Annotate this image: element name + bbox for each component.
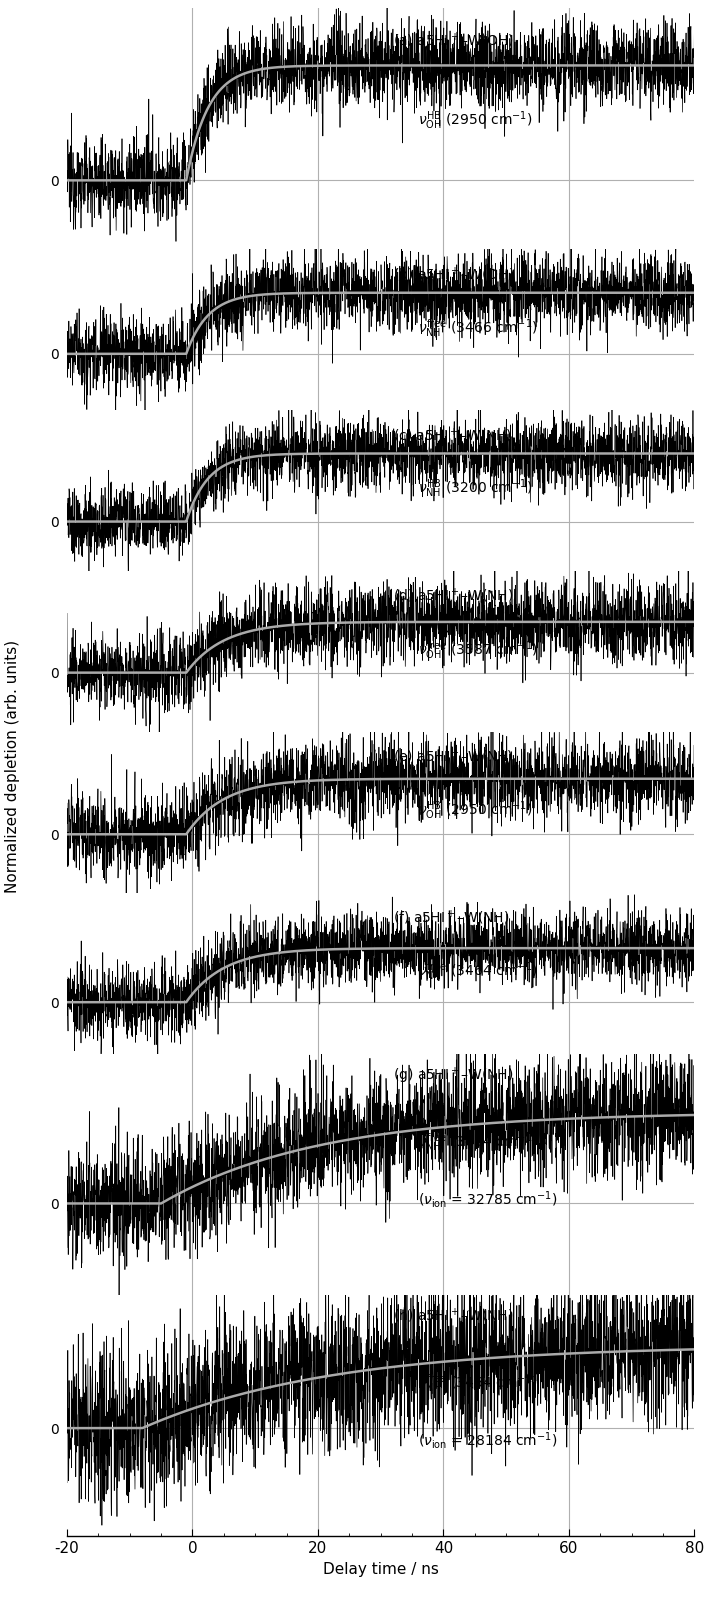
Text: $\nu^{\mathrm{free}}_{\mathrm{NH}}$ (3464 cm$^{-1}$): $\nu^{\mathrm{free}}_{\mathrm{NH}}$ (346… <box>418 1372 538 1394</box>
Text: $\nu^{\mathrm{HB}}_{\mathrm{OH}}$ (2950 cm$^{-1}$): $\nu^{\mathrm{HB}}_{\mathrm{OH}}$ (2950 … <box>418 800 533 822</box>
Text: Normalized depletion (arb. units): Normalized depletion (arb. units) <box>5 640 20 893</box>
Text: (g) a5HI$^+$–W(NH): (g) a5HI$^+$–W(NH) <box>393 1065 513 1086</box>
Text: $\nu^{\mathrm{free}}_{\mathrm{NH}}$ (3464 cm$^{-1}$): $\nu^{\mathrm{free}}_{\mathrm{NH}}$ (346… <box>418 1131 538 1153</box>
Text: (d) a5HI$^+$–W(NH): (d) a5HI$^+$–W(NH) <box>393 588 513 605</box>
Text: $\nu^{\mathrm{HB}}_{\mathrm{OH}}$ (2950 cm$^{-1}$): $\nu^{\mathrm{HB}}_{\mathrm{OH}}$ (2950 … <box>418 109 533 133</box>
Text: $\nu^{\mathrm{free}}_{\mathrm{OH}}$ (3587 cm$^{-1}$): $\nu^{\mathrm{free}}_{\mathrm{OH}}$ (358… <box>418 639 538 661</box>
Text: (f) a5HI$^+$–W(NH): (f) a5HI$^+$–W(NH) <box>393 909 510 928</box>
Text: (a) a5HI$^+$–W(OH): (a) a5HI$^+$–W(OH) <box>393 32 514 51</box>
Text: $\nu^{\mathrm{free}}_{\mathrm{NH}}$ (3466 cm$^{-1}$): $\nu^{\mathrm{free}}_{\mathrm{NH}}$ (346… <box>418 316 538 339</box>
X-axis label: Delay time / ns: Delay time / ns <box>323 1562 439 1576</box>
Text: (c) a5HI$^+$–W(NH): (c) a5HI$^+$–W(NH) <box>393 426 513 444</box>
Text: ($\nu_{\mathrm{ion}}$ = 28184 cm$^{-1}$): ($\nu_{\mathrm{ion}}$ = 28184 cm$^{-1}$) <box>418 1431 558 1452</box>
Text: (b) a5HI$^+$–W(OH): (b) a5HI$^+$–W(OH) <box>393 265 515 284</box>
Text: $\nu^{\mathrm{free}}_{\mathrm{NH}}$ (3464 cm$^{-1}$): $\nu^{\mathrm{free}}_{\mathrm{NH}}$ (346… <box>418 960 538 982</box>
Text: $\nu^{\mathrm{HB}}_{\mathrm{NH}}$ (3200 cm$^{-1}$): $\nu^{\mathrm{HB}}_{\mathrm{NH}}$ (3200 … <box>418 478 533 500</box>
Text: (h) a5HI$^+$–W(NH): (h) a5HI$^+$–W(NH) <box>393 1306 513 1326</box>
Text: ($\nu_{\mathrm{ion}}$ = 32785 cm$^{-1}$): ($\nu_{\mathrm{ion}}$ = 32785 cm$^{-1}$) <box>418 1188 558 1211</box>
Text: (e) a5HI$^+$–W(NH): (e) a5HI$^+$–W(NH) <box>393 747 513 767</box>
